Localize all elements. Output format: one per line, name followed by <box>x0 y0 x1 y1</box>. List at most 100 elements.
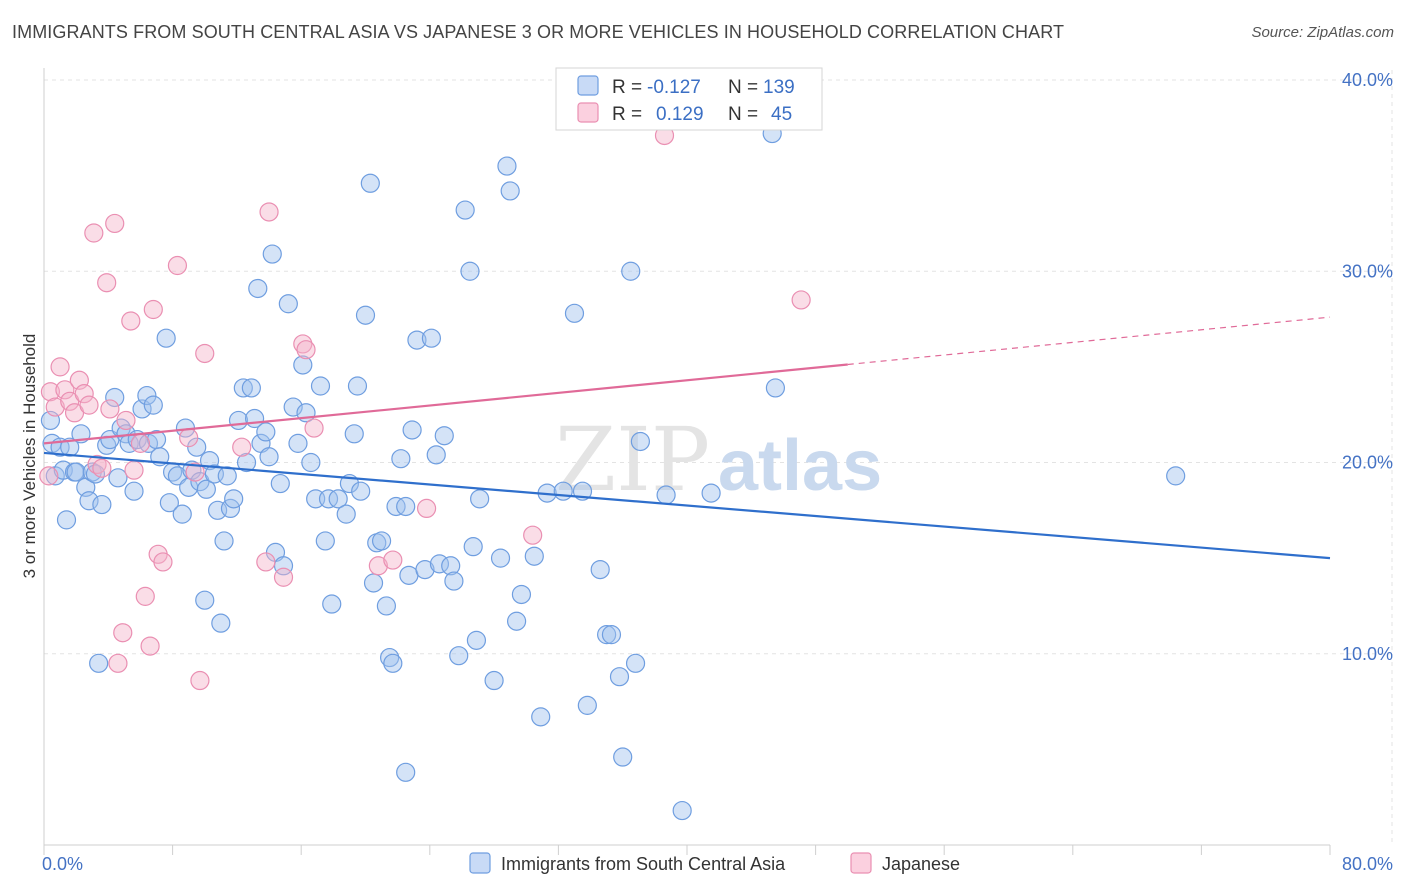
point-immigrants-35 <box>172 504 192 524</box>
point-immigrants-128 <box>656 485 676 505</box>
legend-n-label-2: N = <box>728 104 758 125</box>
point-immigrants-83 <box>363 573 384 593</box>
point-immigrants-110 <box>497 156 517 176</box>
point-immigrants-39 <box>187 437 207 457</box>
point-immigrants-66 <box>288 433 308 453</box>
legend-n-label-1: N = <box>728 77 758 98</box>
y-tick-label-0: 10.0% <box>1342 644 1393 664</box>
point-japanese-18 <box>116 410 136 431</box>
point-japanese-10 <box>84 223 104 243</box>
point-immigrants-107 <box>470 489 490 509</box>
legend-r-label-1: R = <box>612 77 642 98</box>
point-japanese-32 <box>232 437 252 457</box>
point-immigrants-126 <box>625 653 646 673</box>
bottom-legend: Immigrants from South Central Asia Japan… <box>469 852 960 874</box>
point-immigrants-73 <box>318 489 339 509</box>
point-immigrants-118 <box>564 303 585 323</box>
point-japanese-39 <box>368 556 388 576</box>
point-immigrants-112 <box>507 611 527 631</box>
point-immigrants-87 <box>380 647 400 668</box>
point-japanese-22 <box>135 586 155 606</box>
y-tick-label-3: 40.0% <box>1342 70 1393 90</box>
point-immigrants-120 <box>590 559 610 580</box>
point-immigrants-15 <box>92 494 112 515</box>
point-japanese-37 <box>296 340 316 360</box>
point-japanese-36 <box>293 334 313 354</box>
point-immigrants-67 <box>293 355 313 375</box>
point-immigrants-8 <box>66 462 86 482</box>
y-tick-label-1: 20.0% <box>1342 453 1393 473</box>
x-tick-label-1: 80.0% <box>1342 854 1393 874</box>
legend-swatch-pink <box>577 102 599 123</box>
point-japanese-20 <box>124 460 144 480</box>
point-japanese-38 <box>304 418 324 438</box>
legend-r-value-2: 0.129 <box>656 104 704 125</box>
legend-r-value-1: -0.127 <box>647 77 701 98</box>
legend-n-value-2: 45 <box>771 104 792 125</box>
point-immigrants-108 <box>484 670 504 691</box>
point-immigrants-11 <box>79 491 99 511</box>
point-japanese-30 <box>190 670 210 691</box>
point-immigrants-85 <box>371 531 392 551</box>
point-immigrants-127 <box>630 431 650 452</box>
point-immigrants-18 <box>105 387 125 408</box>
point-immigrants-62 <box>270 473 290 494</box>
point-immigrants-106 <box>466 630 487 650</box>
trend-line-immigrants <box>43 451 1331 560</box>
point-immigrants-59 <box>259 447 279 467</box>
point-immigrants-79 <box>347 376 368 396</box>
watermark: ZIP atlas <box>555 408 882 511</box>
point-immigrants-99 <box>434 426 454 446</box>
point-immigrants-47 <box>214 531 234 551</box>
point-immigrants-122 <box>601 625 622 645</box>
point-immigrants-51 <box>228 410 249 431</box>
point-immigrants-101 <box>444 571 464 591</box>
point-immigrants-125 <box>621 261 641 281</box>
axes <box>43 68 1331 855</box>
trend-lines <box>43 316 1331 560</box>
point-japanese-24 <box>143 299 163 320</box>
point-immigrants-96 <box>421 328 442 348</box>
legend-n-value-1: 139 <box>763 77 795 98</box>
point-japanese-14 <box>100 399 120 419</box>
point-japanese-8 <box>74 384 94 404</box>
point-immigrants-119 <box>577 695 597 715</box>
point-japanese-44 <box>791 290 811 310</box>
point-immigrants-52 <box>233 378 253 398</box>
chart-title: IMMIGRANTS FROM SOUTH CENTRAL ASIA VS JA… <box>12 22 1065 42</box>
point-japanese-21 <box>130 433 151 453</box>
point-immigrants-32 <box>159 493 179 513</box>
point-immigrants-103 <box>455 200 475 220</box>
point-immigrants-75 <box>328 489 348 509</box>
point-japanese-41 <box>416 498 437 518</box>
point-japanese-28 <box>179 428 199 448</box>
x-tick-label-0: 0.0% <box>42 854 83 874</box>
point-immigrants-114 <box>524 546 544 566</box>
point-immigrants-56 <box>248 278 268 299</box>
point-immigrants-42 <box>196 479 216 499</box>
point-immigrants-89 <box>386 496 406 517</box>
point-japanese-33 <box>256 552 276 572</box>
point-immigrants-50 <box>224 489 244 509</box>
point-immigrants-26 <box>137 385 157 406</box>
point-immigrants-105 <box>463 537 483 557</box>
point-immigrants-133 <box>1166 466 1186 486</box>
point-japanese-29 <box>185 462 205 482</box>
point-japanese-2 <box>45 397 65 417</box>
point-immigrants-64 <box>278 294 298 314</box>
point-immigrants-71 <box>310 376 331 396</box>
point-japanese-1 <box>40 382 61 402</box>
point-immigrants-82 <box>360 173 380 193</box>
point-immigrants-124 <box>613 747 633 767</box>
point-immigrants-94 <box>407 330 427 350</box>
point-immigrants-123 <box>609 667 630 687</box>
point-immigrants-90 <box>391 449 411 469</box>
trend-line-japanese-extension <box>847 316 1331 366</box>
point-immigrants-28 <box>143 395 163 415</box>
point-immigrants-109 <box>490 548 511 568</box>
point-japanese-15 <box>105 213 125 234</box>
point-japanese-27 <box>167 255 188 276</box>
point-immigrants-134 <box>396 762 416 782</box>
point-immigrants-81 <box>355 305 376 325</box>
